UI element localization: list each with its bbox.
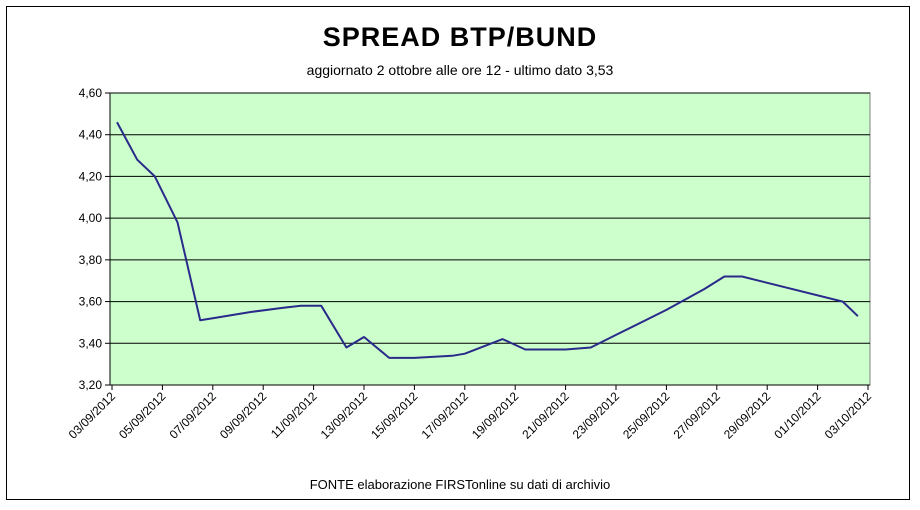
x-tick-label: 13/09/2012 xyxy=(318,389,371,442)
plot-area xyxy=(109,92,871,386)
x-tick-label: 29/09/2012 xyxy=(721,389,774,442)
x-tick-label: 21/09/2012 xyxy=(519,389,572,442)
series-line-spread xyxy=(116,121,859,359)
x-tick-label: 01/10/2012 xyxy=(771,389,824,442)
y-tick-label: 3,40 xyxy=(79,336,103,350)
x-tick-label: 27/09/2012 xyxy=(671,389,724,442)
y-tick-label: 3,60 xyxy=(79,295,103,309)
gridlines xyxy=(110,92,870,344)
x-tick-label: 05/09/2012 xyxy=(116,389,169,442)
y-tick-label: 4,20 xyxy=(79,169,103,183)
x-tick-label: 09/09/2012 xyxy=(217,389,270,442)
x-tick-label: 07/09/2012 xyxy=(167,389,220,442)
x-tick-label: 03/09/2012 xyxy=(66,389,119,442)
x-tick-label: 15/09/2012 xyxy=(368,389,421,442)
x-tick-label: 11/09/2012 xyxy=(268,389,320,441)
x-axis: 03/09/201205/09/201207/09/201209/09/2012… xyxy=(66,384,875,442)
chart-source-note: FONTE elaborazione FIRSTonline su dati d… xyxy=(309,477,611,492)
x-tick-label: 17/09/2012 xyxy=(419,389,472,442)
y-tick-label: 4,00 xyxy=(79,211,103,225)
x-tick-label: 19/09/2012 xyxy=(469,389,522,442)
y-tick-label: 4,60 xyxy=(79,86,103,100)
x-tick-label: 23/09/2012 xyxy=(570,389,623,442)
x-tick-label: 03/10/2012 xyxy=(822,389,875,442)
y-tick-label: 3,80 xyxy=(79,253,103,267)
y-tick-label: 4,40 xyxy=(79,128,103,142)
x-tick-label: 25/09/2012 xyxy=(620,389,673,442)
y-tick-label: 3,20 xyxy=(79,378,103,392)
chart-subtitle: aggiornato 2 ottobre alle ore 12 - ultim… xyxy=(306,62,614,78)
y-axis: 3,20 3,40 3,60 3,80 4,00 4,20 4,40 4,60 xyxy=(79,86,111,392)
chart-title: SPREAD BTP/BUND xyxy=(322,22,598,52)
